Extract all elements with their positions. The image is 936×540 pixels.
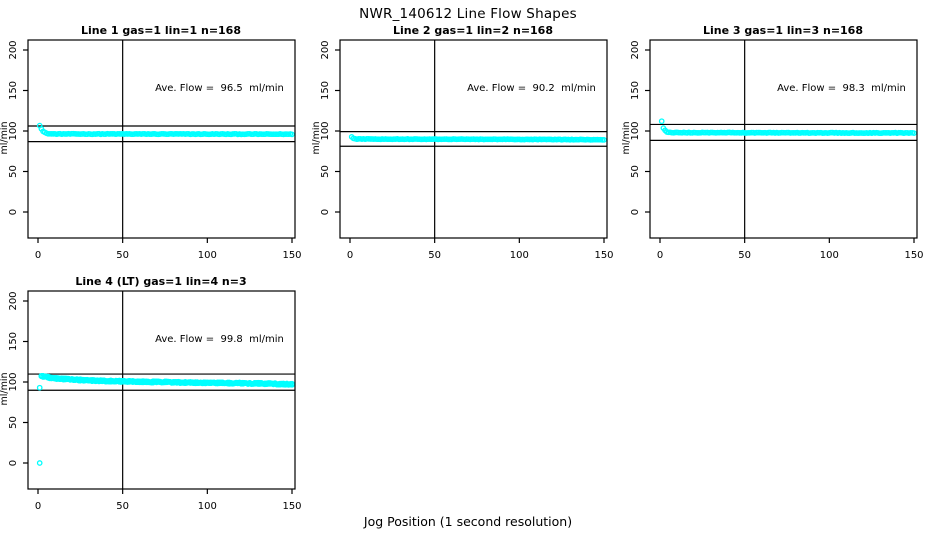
y-tick-label: 200 — [630, 40, 641, 59]
y-tick-label: 50 — [8, 416, 19, 429]
y-axis-title: ml/min — [0, 121, 10, 154]
panel-title-line-2: Line 2 gas=1 lin=2 n=168 — [392, 24, 553, 37]
panel-line-3: 0 50 100 150 0 50 100 150 200 ml/min Line 3 gas=1… — [621, 16, 934, 268]
y-tick-label: 100 — [8, 372, 19, 391]
x-tick-label: 50 — [116, 501, 129, 512]
ave-flow-annotation-line-4: Ave. Flow = 99.8 ml/min — [155, 334, 284, 345]
y-axis-title: ml/min — [0, 372, 10, 405]
x-axis-title: Jog Position (1 second resolution) — [363, 514, 573, 529]
ave-flow-annotation-line-2: Ave. Flow = 90.2 ml/min — [467, 83, 596, 94]
plot-area-line-3: 0 50 100 150 0 50 100 150 200 ml/min — [621, 16, 934, 272]
x-tick-label: 0 — [657, 250, 663, 261]
x-tick-label: 150 — [594, 250, 613, 261]
plot-area-line-2: 0 50 100 150 0 50 100 150 200 ml/min — [311, 16, 624, 272]
y-tick-label: 150 — [8, 332, 19, 351]
y-tick-label: 200 — [320, 40, 331, 59]
flow-points — [348, 134, 607, 143]
y-tick-label: 100 — [8, 121, 19, 140]
y-tick-label: 150 — [630, 81, 641, 100]
y-tick-label: 100 — [630, 121, 641, 140]
y-tick-label: 0 — [8, 209, 19, 215]
plot-area-line-4: 0 50 100 150 0 50 100 150 200 ml/min — [0, 267, 312, 523]
x-tick-label: 0 — [35, 501, 41, 512]
plot-area-line-1: 0 50 100 150 0 50 100 150 200 ml/min — [0, 16, 312, 272]
y-tick-label: 0 — [8, 460, 19, 466]
y-tick-label: 200 — [8, 40, 19, 59]
plot-box — [27, 39, 296, 239]
x-tick-label: 50 — [116, 250, 129, 261]
flow-points — [36, 122, 295, 138]
x-tick-label: 100 — [820, 250, 839, 261]
panel-line-1: 0 50 100 150 0 50 100 150 200 ml/min Line 1 gas=1… — [0, 16, 312, 268]
plot-box — [339, 39, 608, 239]
y-tick-label: 0 — [630, 209, 641, 215]
y-axis-title: ml/min — [312, 121, 322, 154]
x-tick-label: 100 — [198, 250, 217, 261]
ave-flow-annotation-line-3: Ave. Flow = 98.3 ml/min — [777, 83, 906, 94]
x-tick-label: 150 — [282, 501, 301, 512]
y-tick-label: 0 — [320, 209, 331, 215]
x-tick-label: 150 — [904, 250, 923, 261]
plot-svg: 0 50 100 150 0 50 100 150 200 ml/min — [0, 290, 302, 512]
outlier-point — [36, 384, 43, 391]
x-tick-label: 50 — [738, 250, 751, 261]
y-tick-label: 100 — [320, 121, 331, 140]
y-tick-label: 150 — [8, 81, 19, 100]
x-tick-label: 150 — [282, 250, 301, 261]
panel-line-2: 0 50 100 150 0 50 100 150 200 ml/min Line 2 gas=1… — [311, 16, 624, 268]
plot-svg: 0 50 100 150 0 50 100 150 200 ml/min — [0, 39, 302, 261]
x-tick-label: 0 — [35, 250, 41, 261]
panel-title-line-3: Line 3 gas=1 lin=3 n=168 — [702, 24, 863, 37]
chart-title: NWR_140612 Line Flow Shapes — [359, 6, 577, 22]
flow-points — [658, 118, 917, 137]
ave-flow-annotation-line-1: Ave. Flow = 96.5 ml/min — [155, 83, 284, 94]
y-tick-label: 50 — [630, 165, 641, 178]
y-tick-label: 50 — [320, 165, 331, 178]
x-tick-label: 0 — [347, 250, 353, 261]
plot-box — [649, 39, 918, 239]
panel-title-line-1: Line 1 gas=1 lin=1 n=168 — [80, 24, 241, 37]
x-tick-label: 50 — [428, 250, 441, 261]
plot-svg: 0 50 100 150 0 50 100 150 200 ml/min — [311, 39, 614, 261]
x-tick-label: 100 — [510, 250, 529, 261]
y-tick-label: 200 — [8, 291, 19, 310]
y-axis-title: ml/min — [622, 121, 632, 154]
y-tick-label: 50 — [8, 165, 19, 178]
flow-points — [36, 373, 295, 466]
panel-line-4: 0 50 100 150 0 50 100 150 200 ml/min Line 4 (LT) … — [0, 267, 312, 519]
plot-svg: 0 50 100 150 0 50 100 150 200 ml/min — [621, 39, 924, 261]
y-tick-label: 150 — [320, 81, 331, 100]
outlier-point — [36, 460, 43, 466]
plot-box — [27, 290, 296, 490]
x-tick-label: 100 — [198, 501, 217, 512]
panel-title-line-4: Line 4 (LT) gas=1 lin=4 n=3 — [75, 275, 247, 288]
